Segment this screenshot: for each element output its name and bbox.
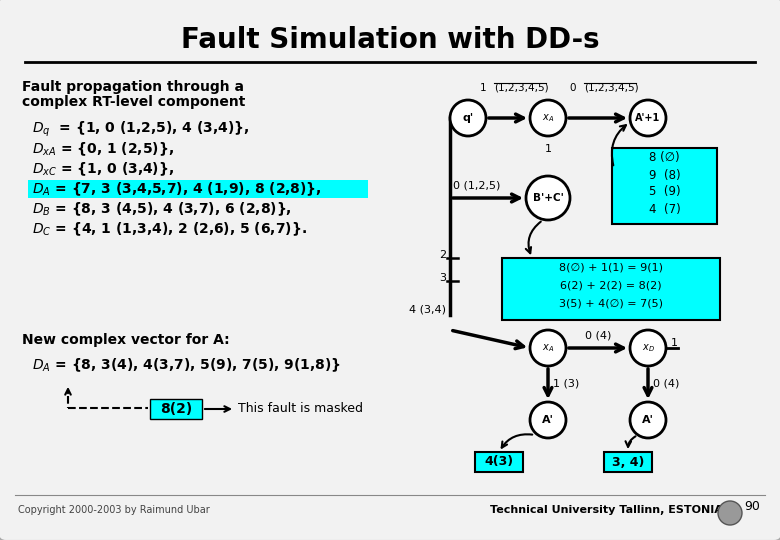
Text: $x_D$: $x_D$ [642,342,654,354]
Text: Copyright 2000-2003 by Raimund Ubar: Copyright 2000-2003 by Raimund Ubar [18,505,210,515]
Circle shape [630,100,666,136]
FancyBboxPatch shape [475,452,523,472]
Text: 90: 90 [744,501,760,514]
Circle shape [530,330,566,366]
Text: A': A' [542,415,554,425]
FancyBboxPatch shape [612,148,717,224]
Text: 3, 4): 3, 4) [612,456,644,469]
Text: 4(3): 4(3) [484,456,513,469]
Text: 8(2): 8(2) [160,402,192,416]
Text: 1: 1 [671,338,678,348]
Circle shape [630,330,666,366]
Text: New complex vector for A:: New complex vector for A: [22,333,229,347]
Text: 3(5) + 4(∅) = 7(5): 3(5) + 4(∅) = 7(5) [559,299,663,309]
Text: 8(∅) + 1(1) = 9(1): 8(∅) + 1(1) = 9(1) [559,263,663,273]
Text: 1 (3): 1 (3) [553,379,580,389]
Text: $D_B$ = {8, 3 (4,5), 4 (3,7), 6 (2,8)},: $D_B$ = {8, 3 (4,5), 4 (3,7), 6 (2,8)}, [32,200,292,218]
Text: Fault propagation through a: Fault propagation through a [22,80,244,94]
Text: 4  (7): 4 (7) [649,202,680,215]
FancyBboxPatch shape [150,399,202,419]
Text: 9  (8): 9 (8) [649,168,680,181]
FancyBboxPatch shape [502,258,720,320]
Text: complex RT-level component: complex RT-level component [22,95,246,109]
Text: 2: 2 [439,250,446,260]
FancyBboxPatch shape [604,452,652,472]
Text: 4 (3,4): 4 (3,4) [409,305,446,315]
Text: Fault Simulation with DD-s: Fault Simulation with DD-s [181,26,599,54]
Text: (1,2,3,4,5): (1,2,3,4,5) [584,83,639,93]
Text: 0 (4): 0 (4) [653,379,679,389]
Circle shape [450,100,486,136]
Text: This fault is masked: This fault is masked [238,402,363,415]
Text: 0 (1,2,5): 0 (1,2,5) [453,180,501,190]
Text: 1: 1 [480,83,490,93]
Circle shape [718,501,742,525]
Text: $D_A$ = {8, 3(4), 4(3,7), 5(9), 7(5), 9(1,8)}: $D_A$ = {8, 3(4), 4(3,7), 5(9), 7(5), 9(… [32,356,341,374]
Text: $x_A$: $x_A$ [542,342,554,354]
Text: $D_q$  = {1, 0 (1,2,5), 4 (3,4)},: $D_q$ = {1, 0 (1,2,5), 4 (3,4)}, [32,119,250,139]
Text: q': q' [463,113,473,123]
Circle shape [630,402,666,438]
Text: $x_A$: $x_A$ [542,112,554,124]
Text: 0 (4): 0 (4) [585,330,612,340]
Text: (1,2,3,4,5): (1,2,3,4,5) [494,83,548,93]
Text: 3: 3 [439,273,446,283]
Circle shape [530,100,566,136]
Text: 1: 1 [544,144,551,154]
Text: 0: 0 [570,83,580,93]
Text: $D_{xA}$ = {0, 1 (2,5)},: $D_{xA}$ = {0, 1 (2,5)}, [32,140,174,158]
Text: $D_A$ = {7, 3 (3,4,5,7), 4 (1,9), 8 (2,8)},: $D_A$ = {7, 3 (3,4,5,7), 4 (1,9), 8 (2,8… [32,180,321,198]
Text: $D_{xC}$ = {1, 0 (3,4)},: $D_{xC}$ = {1, 0 (3,4)}, [32,160,174,178]
Circle shape [530,402,566,438]
Text: Technical University Tallinn, ESTONIA: Technical University Tallinn, ESTONIA [490,505,723,515]
Text: $D_C$ = {4, 1 (1,3,4), 2 (2,6), 5 (6,7)}.: $D_C$ = {4, 1 (1,3,4), 2 (2,6), 5 (6,7)}… [32,220,307,238]
Text: A'+1: A'+1 [636,113,661,123]
Text: 6(2) + 2(2) = 8(2): 6(2) + 2(2) = 8(2) [560,281,661,291]
FancyBboxPatch shape [28,180,368,198]
Text: 8 (∅): 8 (∅) [649,152,680,165]
Text: A': A' [642,415,654,425]
Text: B'+C': B'+C' [533,193,563,203]
Text: 5  (9): 5 (9) [649,186,680,199]
Circle shape [526,176,570,220]
